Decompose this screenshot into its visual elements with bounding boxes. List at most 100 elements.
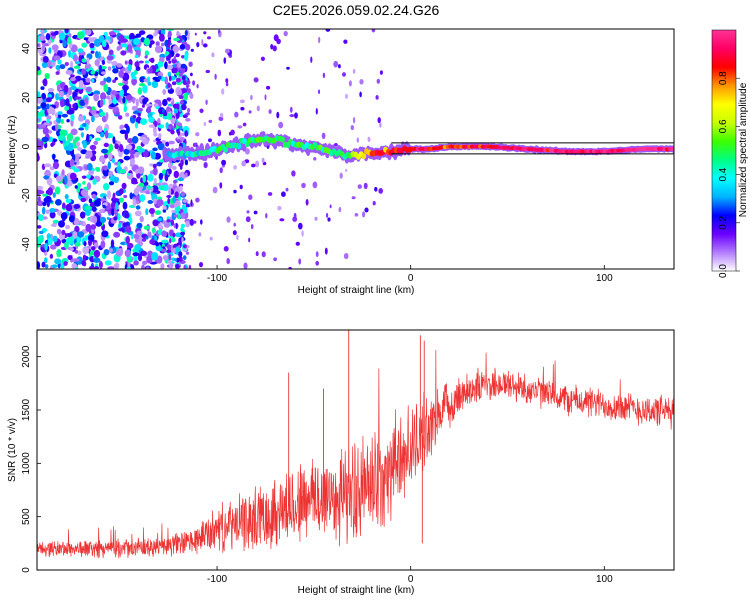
- noise-blob: [149, 239, 155, 245]
- noise-blob: [61, 229, 66, 236]
- noise-blob: [37, 112, 44, 117]
- noise-blob: [139, 30, 146, 35]
- noise-blob: [111, 61, 118, 66]
- noise-blob: [82, 247, 90, 254]
- noise-blob: [184, 130, 188, 137]
- noise-blob: [177, 177, 184, 182]
- noise-blob: [375, 95, 379, 100]
- noise-blob: [126, 172, 131, 176]
- noise-blob: [178, 256, 183, 262]
- noise-blob: [338, 64, 341, 69]
- noise-blob: [48, 47, 52, 54]
- noise-blob: [161, 230, 168, 237]
- noise-blob: [78, 115, 85, 122]
- noise-blob: [301, 230, 304, 237]
- noise-blob: [106, 76, 112, 83]
- noise-blob: [251, 163, 256, 168]
- noise-blob: [223, 246, 229, 252]
- noise-blob: [208, 138, 212, 143]
- noise-blob: [106, 190, 112, 199]
- noise-blob: [183, 265, 186, 269]
- noise-blob: [135, 33, 142, 38]
- noise-blob: [190, 199, 193, 207]
- noise-blob: [51, 264, 58, 269]
- noise-blob: [362, 211, 366, 218]
- noise-blob: [166, 219, 171, 223]
- noise-blob: [378, 188, 384, 194]
- noise-blob: [241, 160, 247, 167]
- noise-blob: [188, 264, 192, 269]
- noise-blob: [149, 66, 153, 74]
- noise-blob: [70, 85, 77, 91]
- noise-blob: [94, 59, 100, 67]
- noise-blob: [41, 206, 46, 215]
- noise-blob: [250, 224, 254, 230]
- noise-blob: [144, 50, 150, 57]
- noise-blob: [359, 79, 364, 85]
- noise-blob: [164, 61, 168, 70]
- noise-blob: [173, 123, 176, 129]
- noise-blob: [66, 119, 70, 123]
- noise-blob: [52, 219, 59, 224]
- noise-blob: [44, 264, 49, 269]
- noise-blob: [171, 81, 177, 86]
- noise-blob: [195, 197, 200, 203]
- noise-blob: [91, 78, 95, 83]
- noise-blob: [135, 205, 141, 210]
- noise-blob: [214, 73, 217, 80]
- noise-blob: [145, 266, 150, 269]
- noise-blob: [178, 245, 181, 249]
- noise-blob: [42, 43, 46, 52]
- noise-blob: [131, 105, 139, 111]
- noise-blob: [103, 84, 109, 92]
- noise-blob: [81, 122, 87, 128]
- noise-blob: [52, 192, 56, 198]
- noise-blob: [77, 147, 82, 151]
- noise-blob: [106, 95, 110, 100]
- noise-blob: [172, 45, 180, 53]
- noise-blob: [376, 78, 380, 84]
- noise-blob: [70, 113, 75, 121]
- noise-blob: [97, 51, 101, 59]
- noise-blob: [107, 161, 112, 170]
- noise-blob: [80, 197, 87, 203]
- noise-blob: [111, 65, 116, 69]
- noise-blob: [234, 111, 239, 118]
- noise-blob: [62, 39, 67, 48]
- noise-blob: [141, 104, 145, 108]
- noise-blob: [185, 251, 190, 255]
- noise-blob: [180, 191, 185, 197]
- noise-blob: [326, 213, 329, 218]
- colorbar-gradient: [712, 30, 736, 271]
- noise-blob: [301, 182, 306, 189]
- snr-line: [37, 350, 674, 559]
- noise-blob: [315, 260, 320, 266]
- noise-blob: [112, 68, 119, 74]
- noise-blob: [172, 232, 176, 238]
- noise-blob: [91, 115, 95, 123]
- noise-blob: [86, 163, 93, 171]
- noise-blob: [86, 133, 90, 142]
- noise-blob: [62, 202, 66, 209]
- noise-blob: [95, 50, 99, 59]
- noise-blob: [151, 251, 159, 261]
- noise-blob: [64, 105, 70, 111]
- noise-blob: [181, 204, 186, 210]
- noise-blob: [170, 237, 176, 243]
- noise-blob: [166, 195, 172, 198]
- noise-blob: [96, 110, 100, 114]
- noise-blob: [173, 170, 179, 179]
- noise-blob: [243, 262, 248, 269]
- y-tick-label: 500: [21, 508, 32, 525]
- noise-blob: [203, 31, 207, 35]
- noise-blob: [65, 224, 71, 230]
- noise-blob: [70, 128, 78, 136]
- noise-blob: [104, 130, 109, 139]
- noise-blob: [154, 99, 162, 104]
- noise-blob: [125, 225, 132, 233]
- noise-blob: [232, 230, 237, 236]
- noise-blob: [113, 177, 119, 184]
- noise-blob: [124, 249, 131, 258]
- noise-blob: [78, 127, 85, 131]
- top-y-label: Frequency (Hz): [7, 116, 18, 185]
